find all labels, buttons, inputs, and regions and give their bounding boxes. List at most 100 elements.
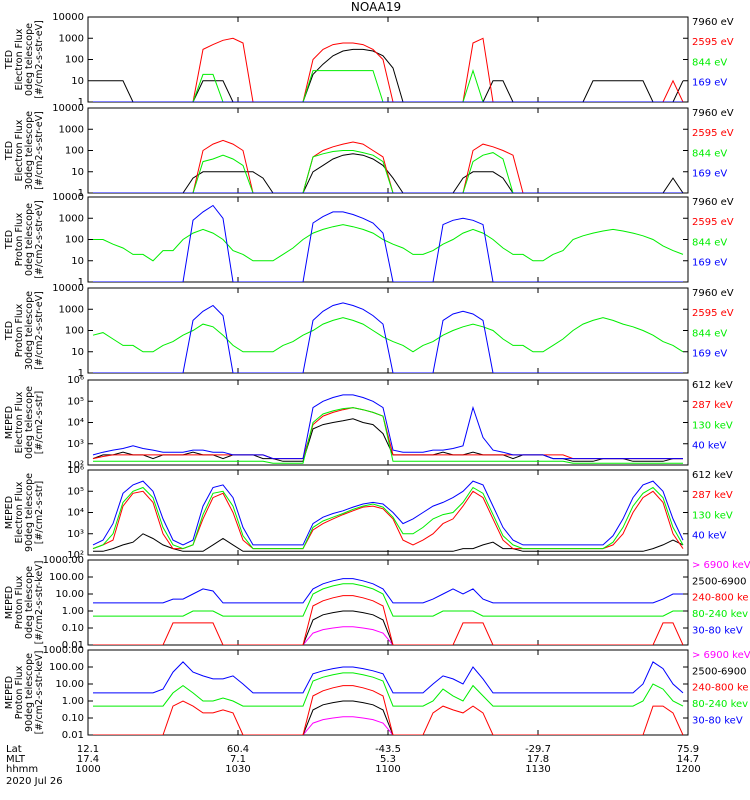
footer-value: 14.7 (677, 754, 699, 765)
plot-frame (87, 16, 689, 103)
legend-entry: 844 eV (692, 237, 727, 248)
series-line-red (93, 595, 684, 645)
y-axis-label: [#/cm2-s-str-eV] (34, 20, 45, 99)
y-tick-label: 10000 (52, 283, 84, 294)
y-tick-label: 100 (65, 55, 84, 66)
legend-entry: 2595 eV (692, 217, 734, 228)
y-axis-label: Proton Flux (14, 303, 25, 357)
series-group (92, 394, 683, 464)
panel-3: 10000 1000 100 10 1 TED Proton Flux 0deg telesc… (4, 192, 734, 288)
y-tick-label: 10 (71, 167, 84, 178)
panel-1: 10000 1000 100 10 1 TED Electron Flux 0deg tele… (4, 12, 734, 108)
series-line-magenta (93, 626, 683, 645)
legend-entry: 80-240 kev (692, 609, 748, 620)
y-tick-label: 100.00 (49, 572, 84, 583)
y-axis-label: [#/cm2-s-str-keV] (34, 561, 45, 645)
legend-entry: 240-800 ke (692, 683, 749, 694)
y-axis-label: Electron Flux (14, 28, 25, 90)
footer-value: 17.8 (527, 754, 549, 765)
series-line-black (93, 153, 684, 193)
series-line-magenta (93, 716, 683, 735)
footer-value: 1000 (75, 764, 100, 775)
legend-entry: 7960 eV (692, 288, 734, 299)
series-line-green (92, 486, 684, 550)
footer-value: 7.1 (230, 754, 246, 765)
series-line-blue (93, 661, 684, 694)
legend-entry: 169 eV (692, 78, 727, 89)
y-axis-label: TED (4, 141, 15, 161)
legend-entry: 169 eV (692, 258, 727, 269)
legend-entry: 169 eV (692, 169, 727, 180)
y-tick-label: 100 (65, 326, 84, 337)
series-line-blue (92, 480, 684, 546)
y-axis-label: MEPED (4, 676, 15, 709)
y-axis-label: MEPED (4, 496, 15, 529)
y-axis-label: 0deg telescope (24, 566, 35, 639)
y-axis-label: Proton Flux (14, 212, 25, 266)
series-line-red (93, 685, 684, 735)
legend-entry: 30-80 keV (692, 625, 743, 636)
footer-value: 1030 (225, 764, 250, 775)
y-tick-label: 0.01 (62, 730, 84, 741)
y-tick-label: 10⁶ (67, 465, 84, 476)
y-tick-label: 10 (71, 347, 84, 358)
series-line-black (92, 418, 683, 462)
y-tick-label: 10³ (67, 529, 84, 540)
legend-entry: 612 keV (692, 380, 733, 391)
y-tick-label: 10000 (52, 103, 84, 114)
legend-entry: 844 eV (692, 57, 727, 68)
series-line-green (93, 583, 683, 617)
y-tick-label: 10⁶ (67, 375, 84, 386)
y-tick-label: 1.00 (62, 696, 84, 707)
series-line-blue (93, 578, 683, 604)
y-tick-label: 0.10 (62, 713, 84, 724)
y-axis-label: Proton Flux (14, 575, 25, 629)
y-tick-label: 10⁵ (67, 486, 84, 497)
y-axis-label: MEPED (4, 406, 15, 439)
y-axis-label: [#/cm2-s-str-keV] (34, 651, 45, 735)
y-axis-label: 90deg telescope (24, 653, 35, 732)
y-tick-label: 1000 (59, 124, 84, 135)
legend-entry: 2500-6900 (692, 576, 747, 587)
y-tick-label: 1 (78, 277, 84, 288)
footer-value: 5.3 (380, 754, 396, 765)
series-line-green (93, 672, 684, 707)
legend-entry: 2595 eV (692, 308, 734, 319)
panels: 10000 1000 100 10 1 TED Electron Flux 0deg tele… (4, 12, 750, 741)
y-axis-label: TED (4, 321, 15, 341)
y-axis-label: [#/cm2-s-str-eV] (34, 200, 45, 279)
series-line-red (93, 139, 683, 193)
y-tick-label: 1 (78, 188, 84, 199)
y-tick-label: 0.10 (62, 623, 84, 634)
footer-value: 60.4 (227, 744, 249, 755)
legend-entry: > 6900 keV (692, 560, 750, 571)
legend-entry: 287 keV (692, 400, 733, 411)
series-line-blue (93, 204, 683, 282)
panel-5: 10⁶ 10⁵ 10⁴ 10³ 10² MEPED Electron Flux 0deg te… (4, 375, 733, 471)
footer-value: 17.4 (77, 754, 99, 765)
y-tick-label: 10.00 (55, 589, 84, 600)
y-axis-label: Electron Flux (14, 481, 25, 543)
series-line-black (93, 48, 684, 102)
series-group (93, 37, 684, 102)
footer-row-label: Lat (6, 744, 22, 755)
plot-frame (87, 196, 689, 283)
footer-value: 12.1 (77, 744, 99, 755)
y-tick-label: 1 (78, 97, 84, 108)
y-tick-label: 0.01 (62, 640, 84, 651)
legend-entry: 30-80 keV (692, 715, 743, 726)
footer-row-label: MLT (6, 754, 26, 765)
legend-entry: 2595 eV (692, 128, 734, 139)
y-tick-label: 1000 (59, 33, 84, 44)
series-group (93, 578, 684, 645)
series-line-red (92, 490, 684, 550)
y-tick-label: 10 (71, 76, 84, 87)
y-tick-label: 10000 (52, 12, 84, 23)
y-axis-label: 90deg telescope (24, 473, 35, 552)
legend-entry: 844 eV (692, 148, 727, 159)
footer-value: -29.7 (525, 744, 551, 755)
legend-entry: 169 eV (692, 349, 727, 360)
legend-entry: 80-240 kev (692, 699, 748, 710)
y-tick-label: 10⁴ (67, 508, 84, 519)
